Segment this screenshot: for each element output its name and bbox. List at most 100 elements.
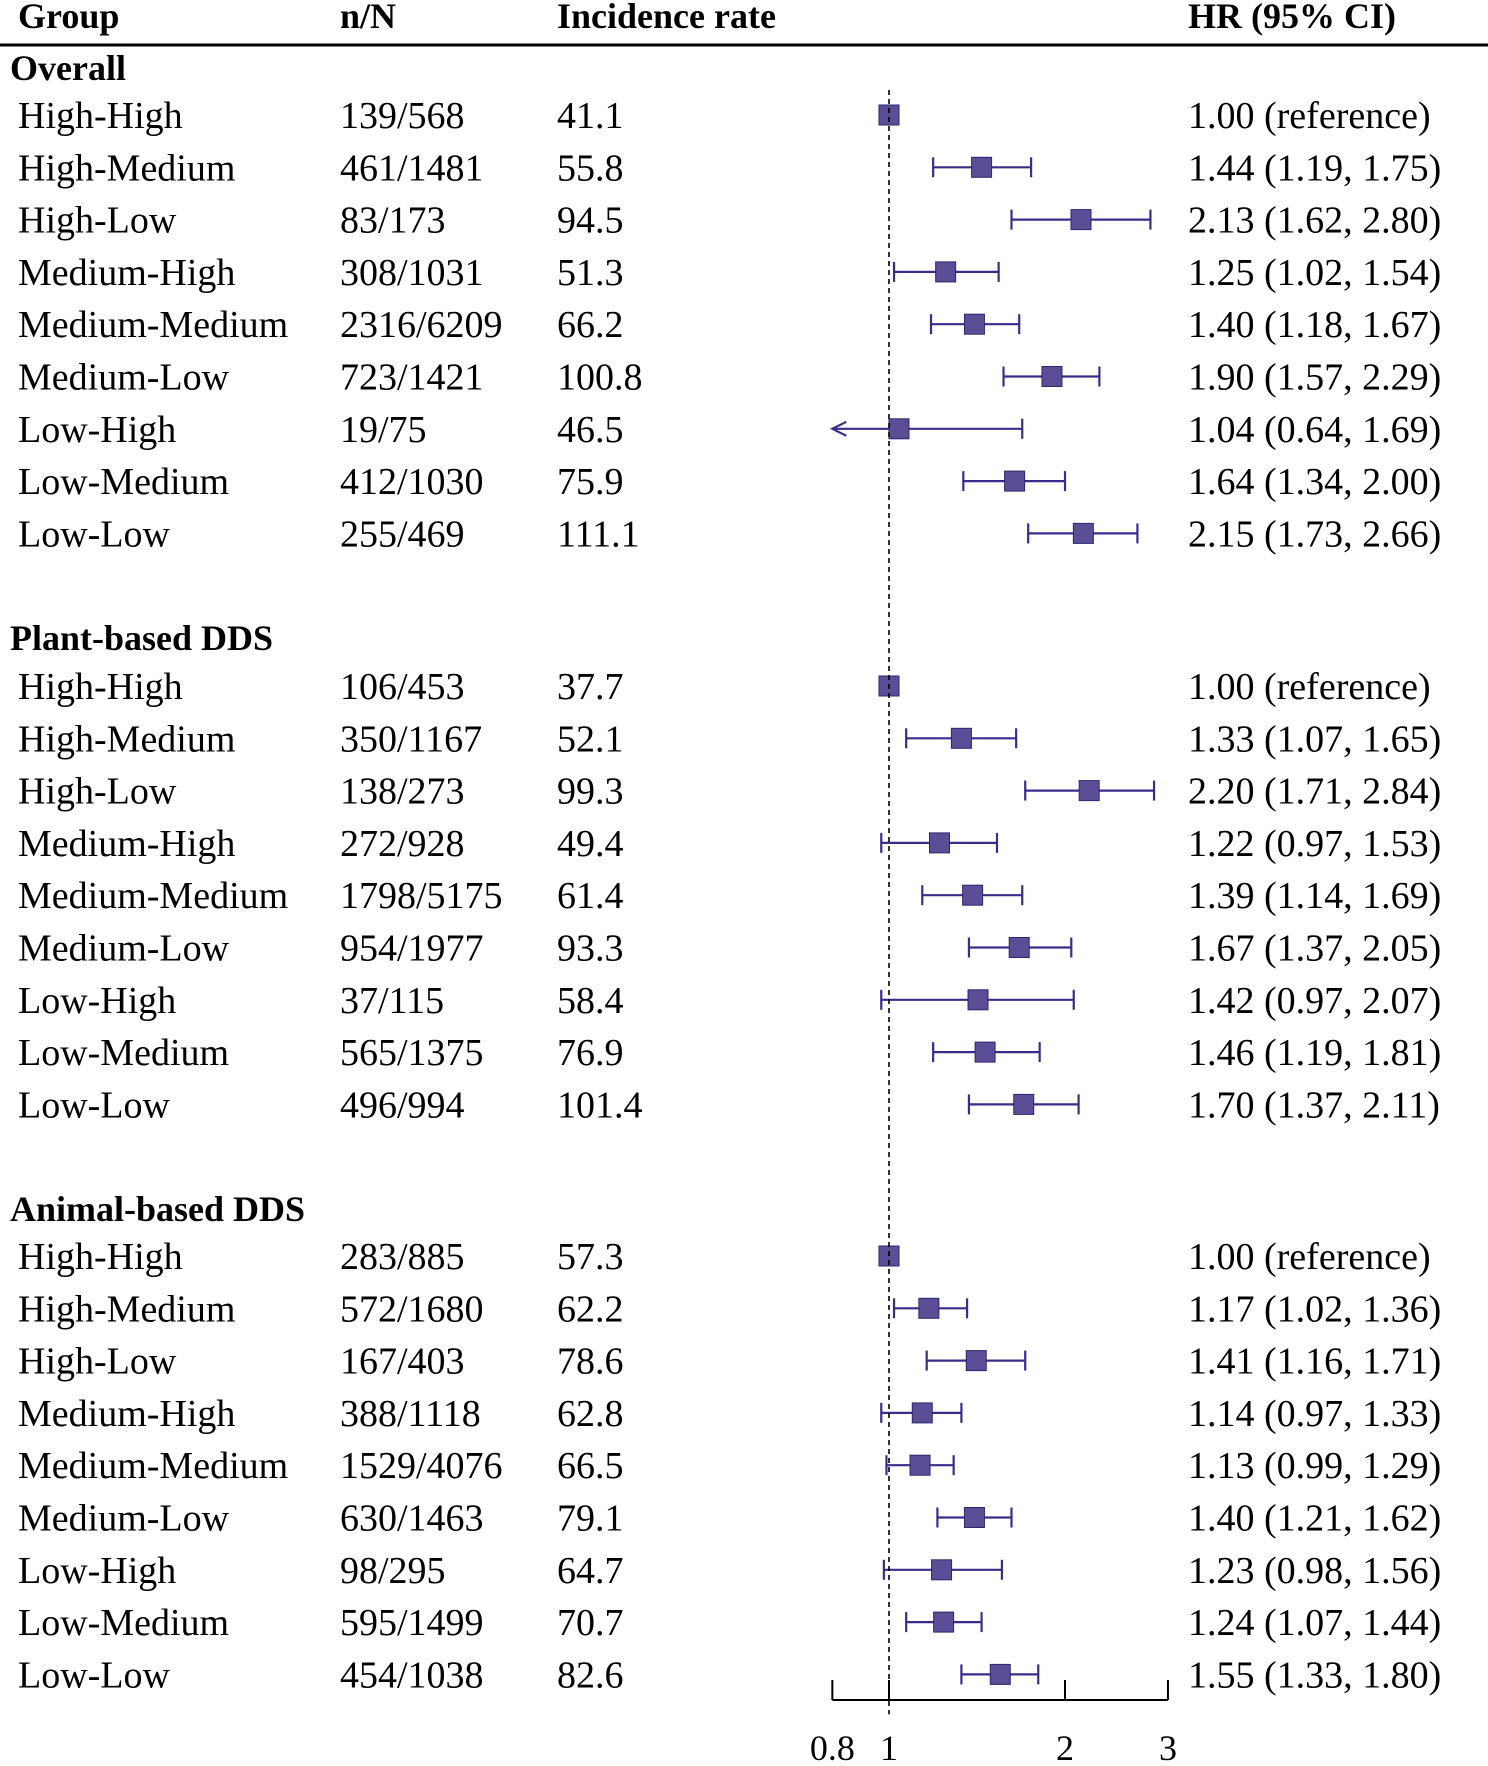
hr-ci-value: 1.00 (reference): [1188, 1236, 1431, 1278]
n-over-n-value: 106/453: [340, 666, 465, 708]
group-label: Low-High: [18, 980, 176, 1022]
n-over-n-value: 496/994: [340, 1084, 465, 1126]
group-label: High-Medium: [18, 147, 235, 189]
hr-ci-value: 1.67 (1.37, 2.05): [1188, 928, 1441, 970]
hr-marker: [918, 1297, 940, 1319]
hr-ci-value: 1.55 (1.33, 1.80): [1188, 1654, 1441, 1696]
incidence-rate-value: 62.8: [557, 1393, 624, 1435]
group-label: Medium-Medium: [18, 875, 288, 917]
group-label: High-High: [18, 666, 183, 708]
hr-ci-value: 1.04 (0.64, 1.69): [1188, 409, 1441, 451]
hr-marker: [1072, 522, 1094, 544]
incidence-rate-value: 49.4: [557, 823, 624, 865]
incidence-rate-value: 70.7: [557, 1602, 624, 1644]
hr-ci-value: 1.17 (1.02, 1.36): [1188, 1288, 1441, 1330]
n-over-n-value: 454/1038: [340, 1654, 484, 1696]
hr-marker: [928, 832, 950, 854]
group-label: High-Low: [18, 771, 177, 813]
hr-ci-value: 1.25 (1.02, 1.54): [1188, 252, 1441, 294]
n-over-n-value: 19/75: [340, 409, 427, 451]
marks-layer: [829, 90, 1156, 1715]
hr-marker: [933, 1611, 955, 1633]
ci-arrow-left: [829, 420, 847, 437]
x-tick-label: 3: [1159, 1728, 1177, 1766]
header-group: Group: [18, 0, 119, 36]
hr-marker: [931, 1559, 953, 1581]
section-title: Plant-based DDS: [10, 618, 273, 658]
incidence-rate-value: 64.7: [557, 1550, 624, 1592]
incidence-rate-value: 61.4: [557, 875, 624, 917]
incidence-rate-value: 93.3: [557, 928, 624, 970]
group-label: High-Medium: [18, 718, 235, 760]
incidence-rate-value: 78.6: [557, 1341, 624, 1383]
group-label: High-High: [18, 95, 183, 137]
group-label: Low-Low: [18, 1654, 171, 1696]
hr-marker: [974, 1041, 996, 1063]
section-title: Overall: [10, 48, 126, 88]
hr-ci-value: 1.64 (1.34, 2.00): [1188, 461, 1441, 503]
incidence-rate-value: 51.3: [557, 252, 624, 294]
x-tick-label: 1: [880, 1728, 898, 1766]
hr-marker: [971, 156, 993, 178]
incidence-rate-value: 79.1: [557, 1498, 624, 1540]
hr-ci-value: 1.13 (0.99, 1.29): [1188, 1445, 1441, 1487]
group-label: Medium-Low: [18, 928, 230, 970]
hr-marker: [878, 104, 900, 126]
n-over-n-value: 461/1481: [340, 147, 484, 189]
group-label: Low-Low: [18, 1084, 171, 1126]
hr-ci-value: 1.44 (1.19, 1.75): [1188, 147, 1441, 189]
hr-marker: [963, 1507, 985, 1528]
n-over-n-value: 272/928: [340, 823, 465, 865]
incidence-rate-value: 101.4: [557, 1084, 643, 1126]
hr-ci-value: 1.24 (1.07, 1.44): [1188, 1602, 1441, 1644]
incidence-rate-value: 62.2: [557, 1288, 624, 1330]
n-over-n-value: 98/295: [340, 1550, 446, 1592]
incidence-rate-value: 52.1: [557, 718, 624, 760]
hr-ci-value: 1.33 (1.07, 1.65): [1188, 718, 1441, 760]
hr-ci-value: 2.15 (1.73, 2.66): [1188, 513, 1441, 555]
hr-ci-value: 1.46 (1.19, 1.81): [1188, 1032, 1441, 1074]
n-over-n-value: 723/1421: [340, 357, 484, 399]
incidence-rate-value: 41.1: [557, 95, 624, 137]
hr-marker: [1078, 780, 1100, 802]
n-over-n-value: 139/568: [340, 95, 465, 137]
hr-marker: [989, 1663, 1011, 1685]
group-label: High-Low: [18, 1341, 177, 1383]
n-over-n-value: 412/1030: [340, 461, 484, 503]
incidence-rate-value: 55.8: [557, 147, 624, 189]
group-label: Medium-High: [18, 823, 235, 865]
group-label: Low-Low: [18, 513, 171, 555]
n-over-n-value: 138/273: [340, 771, 465, 813]
group-label: Medium-Low: [18, 357, 230, 399]
n-over-n-value: 2316/6209: [340, 304, 503, 346]
hr-marker: [967, 989, 989, 1011]
group-label: Low-Medium: [18, 1032, 229, 1074]
hr-ci-value: 1.41 (1.16, 1.71): [1188, 1341, 1441, 1383]
hr-marker: [935, 261, 957, 283]
hr-marker: [911, 1402, 933, 1424]
incidence-rate-value: 82.6: [557, 1654, 624, 1696]
incidence-rate-value: 111.1: [557, 513, 640, 555]
n-over-n-value: 595/1499: [340, 1602, 484, 1644]
incidence-rate-value: 46.5: [557, 409, 624, 451]
n-over-n-value: 37/115: [340, 980, 444, 1022]
hr-marker: [963, 313, 985, 335]
group-label: Medium-High: [18, 1393, 235, 1435]
incidence-rate-value: 37.7: [557, 666, 624, 708]
incidence-rate-value: 66.5: [557, 1445, 624, 1487]
hr-ci-value: 1.90 (1.57, 2.29): [1188, 357, 1441, 399]
incidence-rate-value: 100.8: [557, 357, 643, 399]
incidence-rate-value: 75.9: [557, 461, 624, 503]
hr-marker: [1070, 209, 1092, 231]
incidence-rate-value: 94.5: [557, 200, 624, 242]
n-over-n-value: 572/1680: [340, 1288, 484, 1330]
group-label: Medium-Medium: [18, 1445, 288, 1487]
hr-ci-value: 2.13 (1.62, 2.80): [1188, 200, 1441, 242]
x-tick-label: 0.8: [810, 1728, 855, 1766]
hr-marker: [888, 418, 910, 440]
incidence-rate-value: 76.9: [557, 1032, 624, 1074]
group-label: High-Medium: [18, 1288, 235, 1330]
n-over-n-value: 255/469: [340, 513, 465, 555]
hr-ci-value: 1.40 (1.18, 1.67): [1188, 304, 1441, 346]
